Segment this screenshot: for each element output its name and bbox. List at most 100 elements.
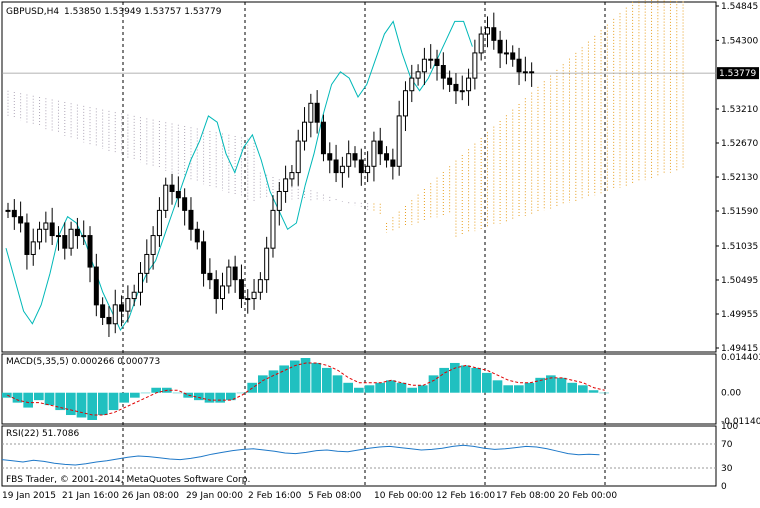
candle-body	[137, 272, 143, 293]
candle-body	[428, 58, 434, 61]
candle-body	[30, 241, 36, 255]
candle-body	[37, 228, 43, 243]
candle-body	[213, 279, 219, 300]
x-tick-label: 10 Feb 00:00	[374, 491, 433, 501]
current-price-box	[717, 67, 759, 80]
macd-bar	[386, 380, 396, 393]
candle-body	[320, 121, 326, 155]
candle-body	[396, 115, 402, 167]
macd-bar	[492, 380, 503, 393]
candle-body	[81, 235, 87, 238]
macd-bar	[119, 392, 129, 403]
candle-body	[100, 304, 106, 318]
candle-body	[339, 165, 345, 174]
candle-body	[131, 291, 137, 300]
macd-bar	[151, 387, 161, 393]
macd-bar	[172, 392, 183, 394]
macd-bar	[460, 365, 471, 393]
candle-body	[472, 52, 478, 79]
macd-bar	[556, 377, 567, 393]
macd-bar	[546, 375, 556, 393]
candle-body	[327, 153, 333, 161]
macd-bar	[55, 392, 65, 411]
macd-bar	[503, 385, 513, 393]
candle-body	[295, 140, 301, 174]
rsi-title: RSI(22) 51.7086	[6, 429, 79, 439]
candle-body	[68, 228, 74, 249]
macd-title: MACD(5,35,5) 0.000266 0.000773	[6, 357, 160, 367]
macd-bar	[98, 392, 108, 416]
macd-bar	[290, 360, 300, 393]
macd-bar	[194, 392, 204, 401]
candle-body	[522, 71, 528, 74]
macd-bar	[471, 367, 481, 393]
y-tick-label: 1.50495	[721, 276, 758, 286]
candle-body	[144, 253, 150, 274]
candle-body	[24, 222, 30, 255]
macd-bar	[567, 382, 577, 393]
x-tick-label: 19 Jan 2015	[2, 491, 56, 501]
cloud-bullish	[373, 0, 684, 237]
macd-bar	[87, 392, 97, 420]
macd-bar	[204, 392, 215, 403]
rsi-y-tick-label: 70	[721, 440, 733, 450]
macd-bar	[76, 392, 87, 418]
macd-bar	[428, 375, 439, 393]
candle-body	[377, 140, 383, 155]
y-tick-label: 1.53210	[721, 105, 758, 115]
x-tick-label: 17 Feb 08:00	[496, 491, 555, 501]
macd-bar	[578, 385, 588, 393]
candle-body	[421, 58, 427, 73]
candle-body	[182, 197, 188, 211]
candle-body	[150, 235, 156, 255]
candle-body	[365, 165, 371, 174]
macd-bar	[450, 362, 460, 393]
candle-body	[346, 153, 352, 167]
x-tick-label: 29 Jan 00:00	[186, 491, 243, 501]
candle-body	[516, 58, 522, 73]
x-tick-label: 5 Feb 08:00	[308, 491, 362, 501]
macd-bar	[375, 382, 385, 393]
indicator-lines	[2, 21, 716, 332]
candle-body	[390, 159, 396, 167]
macd-bar	[34, 392, 44, 401]
candle-body	[447, 77, 453, 85]
macd-bar	[183, 392, 193, 398]
candle-body	[484, 27, 490, 35]
macd-bar	[354, 387, 364, 393]
candle-body	[264, 247, 270, 281]
candle-body	[11, 209, 17, 218]
macd-bar	[396, 382, 407, 393]
candle-body	[283, 178, 289, 192]
vertical-grid	[122, 2, 606, 486]
candle-body	[5, 209, 11, 212]
candle-body	[87, 235, 93, 268]
candle-body	[270, 209, 276, 249]
y-tick-label: 1.54300	[721, 36, 758, 46]
candle-body	[238, 279, 244, 300]
candle-body	[384, 153, 390, 161]
candle-body	[371, 140, 377, 167]
y-tick-label: 1.49415	[721, 344, 758, 354]
x-tick-label: 21 Jan 16:00	[62, 491, 119, 501]
panels	[1, 1, 717, 487]
y-tick-label: 1.49955	[721, 310, 758, 320]
candle-body	[302, 121, 308, 142]
candle-body	[201, 241, 207, 274]
candle-body	[232, 266, 238, 281]
rsi-panel	[1, 443, 716, 469]
candle-body	[49, 222, 55, 237]
rsi-line	[1, 444, 600, 466]
candle-body	[251, 291, 257, 300]
candle-body	[188, 209, 194, 230]
macd-bar	[343, 382, 353, 393]
candle-body	[459, 90, 465, 93]
candle-body	[497, 39, 503, 54]
candle-body	[207, 272, 213, 281]
x-tick-label: 20 Feb 00:00	[558, 491, 617, 501]
y-tick-label: 1.51035	[721, 242, 758, 252]
candle-body	[257, 279, 263, 293]
copyright-text: FBS Trader, © 2001-2014, MetaQuotes Soft…	[6, 475, 250, 485]
macd-bar	[514, 385, 524, 393]
